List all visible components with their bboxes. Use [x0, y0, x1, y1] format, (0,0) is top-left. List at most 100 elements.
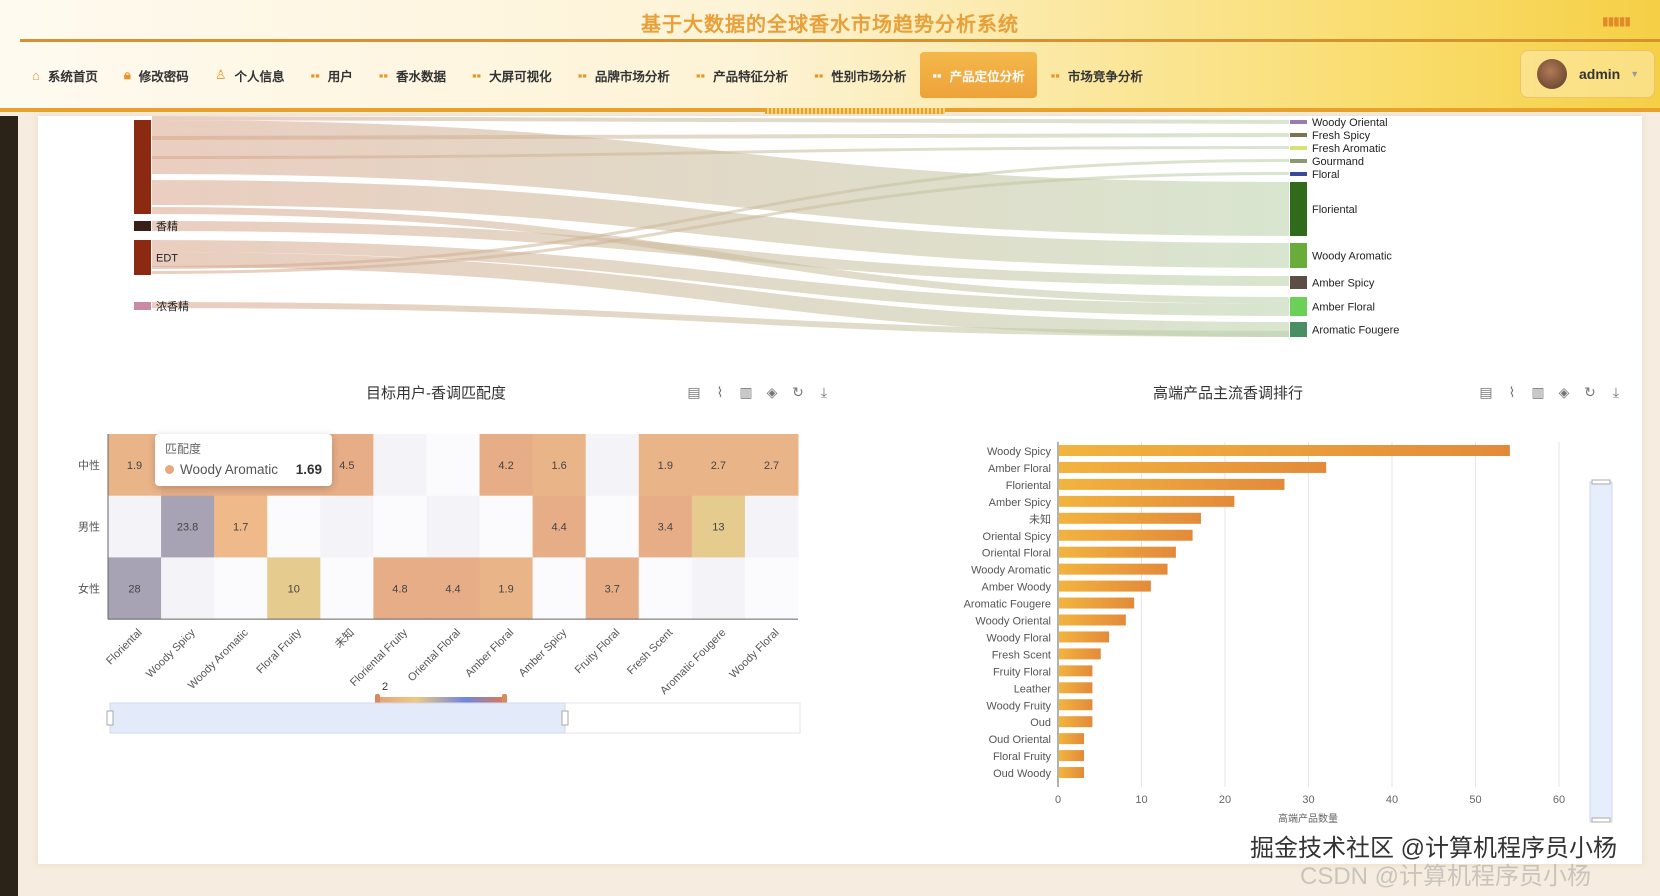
stack-icon[interactable]: ◈: [766, 384, 778, 400]
sankey-node-label: 香精: [156, 220, 178, 233]
grid-icon: ▪▪: [310, 67, 320, 83]
avatar: [1537, 59, 1567, 89]
nav-label: 修改密码: [138, 69, 189, 84]
cell-value: 4.8: [392, 583, 407, 595]
nav-item-3[interactable]: ▪▪ 用户: [298, 52, 364, 98]
main-nav: ⌂ 系统首页 🔒︎ 修改密码 ♙ 个人信息 ▪▪ 用户 ▪▪ 香水数据 ▪▪ 大屏可视化 ▪▪ 品牌市场分…: [20, 52, 1157, 98]
sankey-link: [151, 133, 1290, 140]
bar: [1059, 445, 1510, 456]
data-zoom-handle: [1591, 479, 1611, 485]
nav-item-5[interactable]: ▪▪ 大屏可视化: [460, 52, 564, 98]
heatmap-cell: [744, 495, 799, 558]
x-tick-label: 0: [1055, 794, 1061, 806]
bar-chart-title: 高端产品主流香调排行: [1153, 385, 1304, 402]
nav-item-10[interactable]: ▪▪ 市场竞争分析: [1039, 52, 1155, 98]
line-icon[interactable]: ⌇: [1508, 384, 1516, 400]
sankey-node: [134, 240, 151, 275]
heatmap-cell: [638, 434, 693, 497]
nav-label: 市场竞争分析: [1067, 69, 1143, 84]
cell-value: 2.7: [711, 460, 726, 472]
data-zoom-handle: [561, 710, 569, 726]
nav-item-1[interactable]: 🔒︎ 修改密码: [112, 52, 201, 98]
visual-map-label: 2: [382, 681, 388, 693]
heatmap-cell: [373, 557, 427, 620]
series-dot-icon: [165, 465, 174, 474]
line-icon[interactable]: ⌇: [716, 384, 724, 400]
stack-icon[interactable]: ◈: [1558, 384, 1570, 400]
data-view-icon[interactable]: ▤: [1479, 384, 1493, 400]
y-tick-label: Oriental Spicy: [983, 531, 1052, 543]
nav-item-0[interactable]: ⌂ 系统首页: [20, 52, 110, 98]
bar-icon[interactable]: ▥: [739, 384, 753, 400]
nav-item-9[interactable]: ▪▪ 产品定位分析: [920, 52, 1037, 98]
scroll-handle[interactable]: [765, 108, 945, 114]
sankey-node: [134, 120, 151, 214]
y-tick-label: 中性: [78, 458, 100, 472]
heatmap-cell: [479, 434, 534, 497]
menu-dots-icon[interactable]: ▮▮▮▮▮: [1601, 14, 1631, 28]
heatmap-cell: [373, 495, 427, 558]
nav-label: 系统首页: [47, 69, 98, 84]
heatmap-cell: [161, 557, 215, 620]
bar: [1059, 580, 1151, 592]
heatmap-cell: [373, 434, 427, 497]
sankey-link: [151, 116, 1290, 124]
heatmap-cell: [108, 434, 162, 497]
y-tick-label: 男性: [78, 520, 100, 534]
heatmap-toolbox: ▤ ⌇ ▥ ◈ ↻ ⤓: [686, 384, 832, 401]
bar-icon[interactable]: ▥: [1531, 384, 1545, 400]
data-view-icon[interactable]: ▤: [687, 384, 701, 400]
sankey-node: [1290, 120, 1307, 124]
heatmap-cell: [426, 557, 481, 620]
bar: [1059, 733, 1085, 745]
y-tick-label: Woody Floral: [986, 632, 1051, 644]
bar: [1059, 461, 1327, 473]
bar: [1059, 648, 1101, 660]
bar: [1059, 529, 1193, 541]
y-tick-label: Oud Woody: [993, 768, 1051, 780]
cell-value: 3.7: [605, 583, 620, 595]
watermark: 掘金技术社区 @计算机程序员小杨: [1250, 835, 1618, 862]
bar: [1059, 546, 1176, 558]
tooltip-name: Woody Aromatic: [180, 462, 279, 477]
nav-label: 个人信息: [234, 69, 285, 84]
x-tick-label: 50: [1469, 794, 1481, 806]
cell-value: 13: [712, 522, 724, 534]
nav-item-8[interactable]: ▪▪ 性别市场分析: [802, 52, 918, 98]
heatmap-cell: [691, 434, 746, 497]
y-tick-label: Fruity Floral: [993, 666, 1051, 678]
x-tick-label: 60: [1553, 794, 1565, 806]
heatmap-tooltip: 匹配度 Woody Aromatic 1.69: [155, 434, 332, 486]
nav-item-2[interactable]: ♙ 个人信息: [203, 52, 297, 98]
y-tick-label: Amber Floral: [988, 463, 1051, 475]
bar: [1059, 750, 1085, 762]
sankey-node: [1290, 243, 1307, 268]
cell-value: 3.4: [658, 522, 673, 534]
sankey-node: [1290, 297, 1307, 316]
y-tick-label: Woody Oriental: [975, 616, 1051, 628]
sankey-node: [1290, 133, 1307, 137]
sankey-node: [1290, 159, 1307, 163]
cell-value: 1.9: [658, 460, 673, 472]
bar: [1059, 682, 1093, 694]
divider: [20, 39, 1660, 42]
sankey-node-label: Amber Floral: [1312, 302, 1375, 314]
heatmap-cell: [479, 495, 534, 558]
download-icon[interactable]: ⤓: [820, 384, 828, 400]
data-zoom-slider-vertical: [1589, 481, 1613, 823]
nav-item-6[interactable]: ▪▪ 品牌市场分析: [566, 52, 682, 98]
download-icon[interactable]: ⤓: [1612, 384, 1620, 400]
y-tick-label: Oud Oriental: [989, 734, 1051, 746]
user-menu[interactable]: admin ▼: [1520, 50, 1655, 98]
bar: [1059, 665, 1093, 677]
refresh-icon[interactable]: ↻: [1584, 384, 1596, 400]
nav-item-4[interactable]: ▪▪ 香水数据: [367, 52, 458, 98]
refresh-icon[interactable]: ↻: [792, 384, 804, 400]
sankey-link: [151, 240, 1290, 316]
heatmap-cell: [161, 495, 215, 558]
x-axis-label: 高端产品数量: [1278, 812, 1338, 825]
heatmap-cell: [108, 557, 162, 620]
nav-item-7[interactable]: ▪▪ 产品特征分析: [684, 52, 800, 98]
cell-value: 1.9: [498, 583, 513, 595]
